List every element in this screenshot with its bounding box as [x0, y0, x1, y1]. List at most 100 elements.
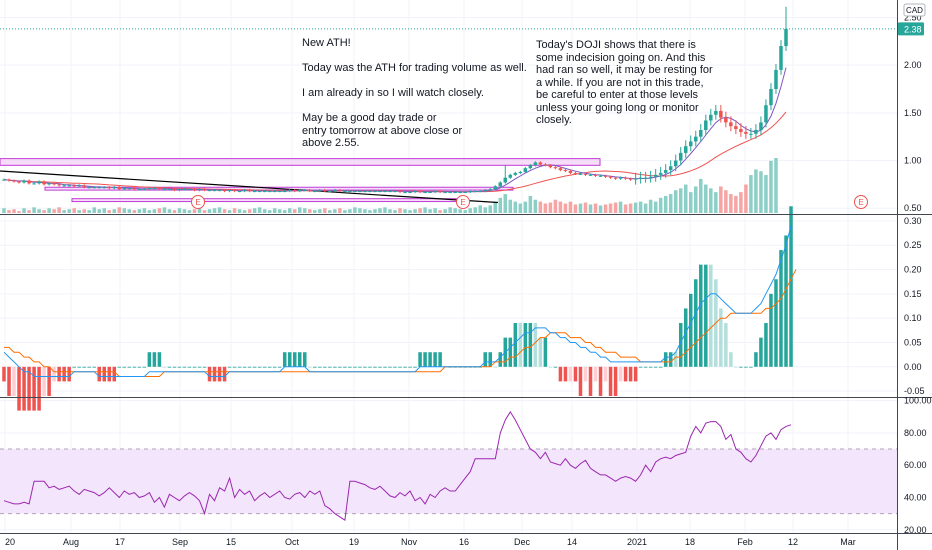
volume-bar-9	[47, 208, 51, 213]
candle-body-103	[518, 171, 523, 173]
volume-bar-51	[257, 207, 262, 213]
volume-bar-83	[418, 208, 422, 213]
trend-line[interactable]	[0, 170, 499, 204]
candle-body-76	[383, 191, 387, 193]
macd-hist-bar-7	[37, 366, 41, 411]
candle-body-140	[704, 120, 708, 131]
macd-hist-bar-62	[313, 366, 317, 368]
macd-hist-bar-122	[613, 366, 618, 396]
macd-hist-bar-80	[403, 366, 407, 368]
earnings-label-2: E	[858, 198, 863, 207]
candle-body-30	[152, 188, 157, 190]
time-tick-9: Dec	[514, 537, 531, 547]
candle-body-4	[22, 180, 26, 183]
macd-hist-bar-11	[57, 366, 61, 382]
volume-bar-81	[408, 210, 412, 213]
macd-hist-bar-87	[438, 352, 442, 367]
macd-hist-bar-54	[272, 366, 277, 368]
macd-hist-bar-106	[533, 323, 538, 367]
volume-bar-78	[393, 210, 397, 213]
macd-hist-bar-144	[724, 323, 728, 367]
macd-tick-4: 0.10	[904, 313, 922, 323]
candle-body-114	[573, 172, 578, 174]
volume-bar-95	[478, 205, 482, 213]
candle-body-72	[363, 191, 367, 193]
volume-bar-143	[719, 186, 723, 213]
macd-hist-bar-107	[538, 337, 543, 367]
candle-body-46	[232, 190, 237, 192]
volume-bars	[2, 158, 778, 213]
candle-body-21	[107, 187, 112, 189]
volume-bar-23	[117, 207, 122, 213]
macd-hist-bar-83	[418, 352, 422, 367]
volume-bar-34	[172, 210, 177, 213]
candle-body-86	[433, 191, 437, 193]
volume-bar-2	[12, 209, 16, 213]
candle-body-125	[628, 178, 633, 180]
volume-bar-52	[262, 209, 267, 213]
volume-bar-6	[32, 207, 36, 213]
macd-hist-bar-121	[608, 366, 613, 396]
candle-body-69	[348, 191, 352, 193]
macd-hist-bar-109	[548, 366, 553, 368]
volume-bar-61	[308, 209, 312, 213]
macd-hist-bar-27	[137, 366, 142, 368]
macd-hist-bar-49	[247, 366, 252, 368]
macd-hist-bar-157	[789, 206, 793, 367]
candle-body-91	[458, 192, 462, 194]
candle-body-55	[277, 191, 282, 193]
volume-bar-138	[694, 186, 698, 213]
macd-hist-bar-97	[488, 352, 492, 367]
candle-body-146	[734, 126, 738, 130]
candle-body-8	[42, 181, 46, 185]
macd-hist-bar-117	[588, 366, 593, 396]
volume-bar-48	[242, 210, 247, 213]
volume-bar-59	[298, 207, 302, 213]
macd-hist-bar-70	[353, 366, 357, 368]
candle-body-137	[689, 141, 693, 147]
candle-body-65	[328, 191, 332, 193]
volume-bar-31	[157, 208, 162, 213]
macd-hist-bar-35	[177, 366, 182, 368]
candle-body-79	[398, 191, 402, 193]
price-tick-0: 2.50	[904, 12, 922, 22]
volume-bar-64	[323, 208, 327, 213]
time-axis[interactable]: 20 Aug 17 Sep 15 Oct 19 Nov 16 Dec 14 2021 18 Feb 12 Ma…	[5, 537, 856, 547]
time-tick-10: 14	[567, 537, 577, 547]
volume-bar-123	[618, 201, 623, 213]
volume-bar-109	[548, 202, 553, 213]
annotation-doji[interactable]: Today's DOJI shows that there is some in…	[536, 39, 713, 126]
macd-hist-bar-57	[287, 352, 292, 367]
macd-hist-bar-148	[744, 366, 748, 368]
price-axis[interactable]: 2.50 2.00 1.50 1.00 0.50 0.30 0.25 0.20 0.15 0.10…	[904, 12, 932, 534]
volume-bar-130	[653, 201, 658, 213]
candle-body-14	[72, 185, 76, 187]
candle-body-156	[784, 28, 788, 47]
candle-body-1	[7, 179, 11, 181]
volume-bar-67	[338, 208, 342, 213]
annotation-new-ath[interactable]: New ATH! Today was the ATH for trading v…	[302, 37, 527, 149]
macd-hist-bar-8	[42, 366, 46, 396]
macd-hist-bar-150	[754, 352, 758, 367]
candle-body-119	[598, 175, 603, 177]
macd-hist-bar-15	[77, 366, 81, 368]
volume-bar-84	[423, 207, 427, 213]
volume-bar-33	[167, 209, 172, 213]
volume-bar-102	[513, 201, 518, 213]
volume-bar-89	[448, 207, 452, 213]
volume-bar-132	[663, 195, 668, 213]
macd-hist-bar-42	[212, 366, 217, 382]
volume-bar-7	[37, 209, 41, 213]
volume-bar-62	[313, 210, 317, 213]
macd-hist-bar-68	[343, 366, 347, 368]
time-tick-12: 18	[685, 537, 695, 547]
candle-body-57	[287, 190, 292, 192]
volume-bar-24	[122, 208, 127, 213]
candle-body-132	[663, 170, 668, 173]
candle-body-74	[373, 191, 377, 193]
candle-body-134	[673, 160, 678, 167]
volume-bar-77	[388, 209, 392, 213]
